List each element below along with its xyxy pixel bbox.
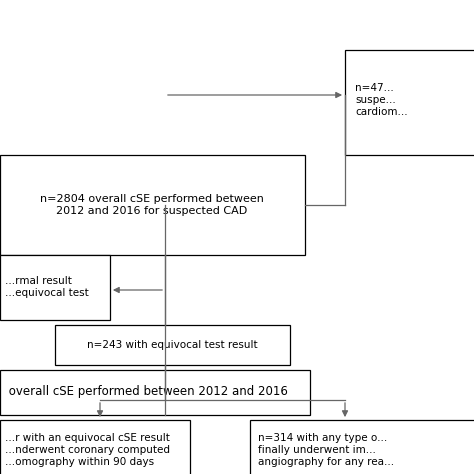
- Bar: [0, 420, 190, 474]
- Bar: [55, 325, 290, 365]
- Bar: [0, 255, 110, 320]
- Bar: [345, 50, 474, 155]
- Text: n=2804 overall cSE performed between
2012 and 2016 for suspected CAD: n=2804 overall cSE performed between 201…: [40, 194, 264, 216]
- Text: ...rmal result
...equivocal test: ...rmal result ...equivocal test: [5, 276, 89, 298]
- Text: ...r with an equivocal cSE result
...nderwent coronary computed
...omography wit: ...r with an equivocal cSE result ...nde…: [5, 433, 170, 466]
- Bar: [250, 420, 474, 474]
- Bar: [0, 370, 310, 415]
- Text: n=243 with equivocal test result: n=243 with equivocal test result: [87, 340, 257, 350]
- Text: n=47...
suspe...
cardiom...: n=47... suspe... cardiom...: [355, 83, 408, 117]
- Bar: [0, 155, 305, 255]
- Text: overall cSE performed between 2012 and 2016: overall cSE performed between 2012 and 2…: [5, 385, 288, 399]
- Text: n=314 with any type o...
finally underwent im...
angiography for any rea...: n=314 with any type o... finally underwe…: [258, 433, 394, 466]
